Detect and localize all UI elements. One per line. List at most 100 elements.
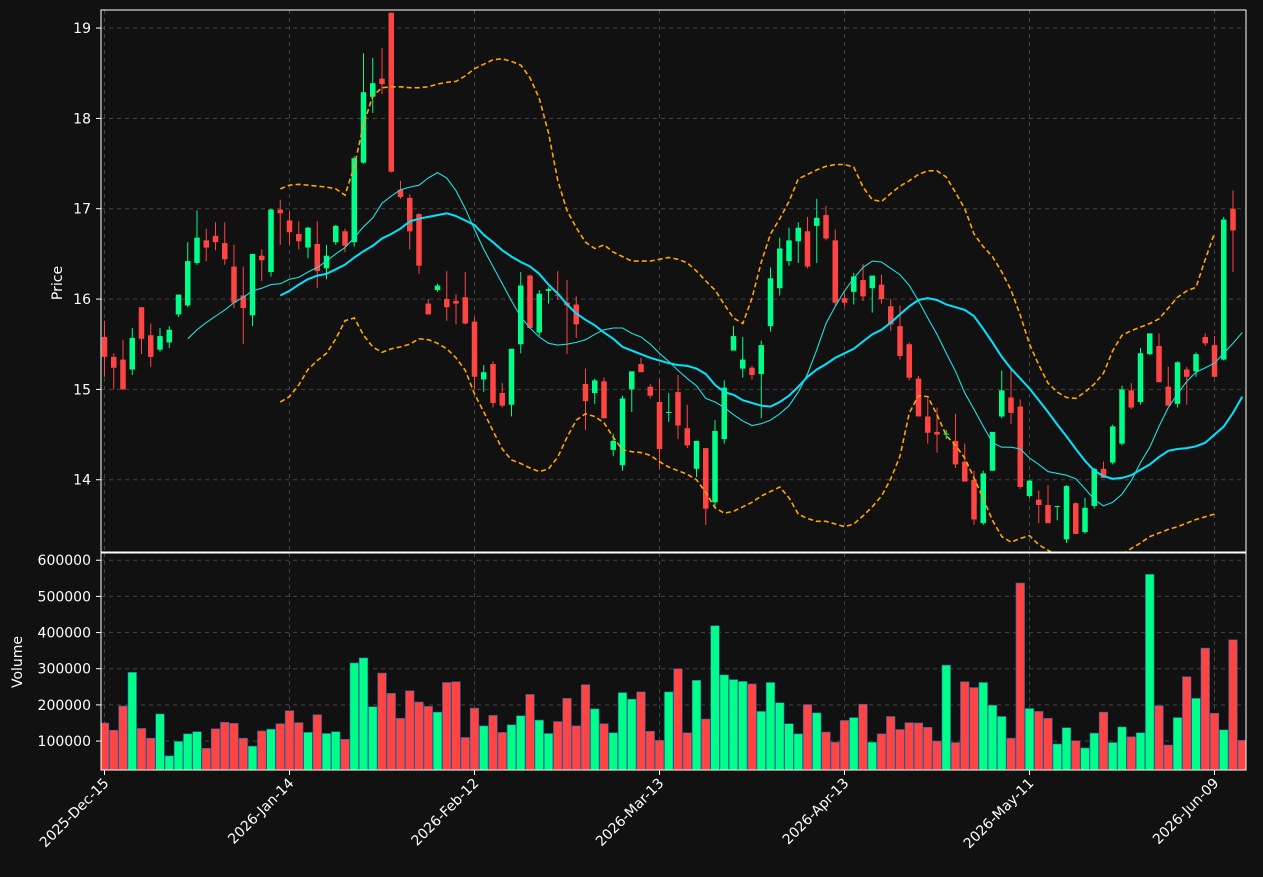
candle-body — [379, 78, 385, 85]
volume-panel: 100000 200000 300000 400000 500000 600000 — [38, 552, 1247, 771]
candle-body — [730, 336, 737, 351]
volume-bar — [950, 742, 961, 770]
volume-bar — [617, 692, 628, 770]
volume-bar — [368, 706, 378, 770]
volume-bar — [664, 691, 674, 770]
volume-bar — [775, 702, 785, 770]
volume-bar — [1071, 740, 1081, 770]
volume-bar — [238, 737, 248, 770]
candle-body — [601, 381, 607, 419]
candle-body — [157, 336, 163, 350]
candle-body — [1036, 499, 1042, 506]
volume-bar — [913, 722, 924, 770]
candle-body — [758, 345, 764, 375]
volume-bar — [738, 681, 748, 770]
volume-bar — [987, 704, 998, 770]
volume-y-tick-label: 300000 — [38, 662, 91, 678]
volume-bar — [442, 682, 452, 770]
x-axis: 2025-Dec-15 2026-Jan-14 2026-Feb-12 2026-Ma… — [37, 770, 1222, 852]
candle-body — [952, 440, 959, 465]
candle-body — [425, 303, 431, 315]
volume-bar — [451, 681, 461, 770]
price-y-tick-label: 16 — [73, 292, 91, 308]
volume-bar — [682, 732, 692, 770]
volume-bar — [858, 703, 868, 770]
volume-bar — [1219, 729, 1229, 770]
candle-body — [1137, 353, 1144, 403]
candle-body — [823, 215, 829, 239]
candle-body — [166, 329, 172, 343]
candle-body — [148, 335, 154, 357]
volume-bar — [932, 740, 942, 770]
volume-bar — [414, 701, 424, 770]
candle-body — [370, 83, 376, 97]
candle-body — [333, 225, 339, 243]
volume-bar — [247, 745, 258, 770]
volume-bars-group — [101, 574, 1246, 770]
volume-bar — [1126, 736, 1136, 770]
x-tick-label: 2026-Jan-14 — [225, 775, 297, 847]
candle-body — [268, 209, 274, 272]
candle-body — [222, 243, 228, 260]
candle-body — [1211, 345, 1218, 377]
candle-body — [296, 234, 302, 242]
candle-body — [804, 231, 811, 267]
ma10-line — [187, 171, 1243, 507]
volume-axis-label: Volume — [10, 636, 26, 688]
volume-bar — [1228, 639, 1238, 770]
x-tick-label: 2026-Mar-13 — [593, 776, 667, 850]
candle-body — [499, 393, 505, 406]
volume-bar — [654, 740, 665, 770]
volume-bar — [701, 718, 711, 770]
candle-body — [212, 235, 219, 243]
volume-bar — [645, 731, 655, 770]
volume-bar — [136, 728, 147, 770]
candle-body — [1193, 354, 1199, 372]
volume-bar — [876, 733, 887, 770]
volume-bar — [1200, 647, 1210, 770]
candle-body — [1091, 468, 1097, 506]
candle-body — [351, 158, 357, 243]
volume-bar — [673, 668, 683, 770]
volume-bar — [469, 707, 480, 770]
volume-bar — [192, 731, 202, 770]
volume-bar — [1209, 712, 1220, 770]
candle-body — [851, 276, 857, 292]
volume-bar — [839, 720, 850, 770]
candle-body — [277, 209, 283, 214]
volume-bar — [284, 710, 295, 770]
x-tick-label: 2026-May-11 — [961, 776, 1038, 853]
candle-body — [101, 337, 108, 357]
candle-body — [1156, 346, 1162, 383]
candle-body — [120, 359, 126, 390]
volume-bar — [580, 684, 591, 770]
candle-body — [610, 440, 616, 450]
candle-body — [305, 227, 311, 248]
candle-body — [675, 392, 681, 426]
volume-bar — [534, 719, 544, 770]
volume-bar — [257, 730, 267, 770]
candle-body — [638, 364, 644, 373]
candle-body — [1082, 507, 1088, 533]
volume-bar — [432, 711, 443, 770]
volume-bar — [294, 722, 304, 770]
candle-body — [906, 344, 912, 378]
volume-bar — [164, 755, 174, 770]
x-tick-label: 2026-Jun-09 — [1150, 776, 1222, 848]
candle-body — [527, 275, 533, 328]
candle-body — [286, 220, 293, 233]
volume-bar — [1145, 574, 1155, 770]
volume-bar — [146, 737, 156, 770]
volume-y-tick-label: 400000 — [38, 626, 91, 642]
candle-body — [1008, 397, 1014, 413]
volume-bar — [543, 733, 554, 770]
volume-bar — [303, 732, 313, 770]
candle-body — [138, 307, 145, 339]
candle-body — [323, 255, 330, 269]
volume-bar — [812, 712, 822, 770]
volume-bar — [386, 693, 396, 770]
candle-body — [841, 298, 848, 303]
volume-bar — [710, 625, 720, 770]
candle-body — [749, 367, 755, 375]
candle-body — [1045, 505, 1051, 524]
